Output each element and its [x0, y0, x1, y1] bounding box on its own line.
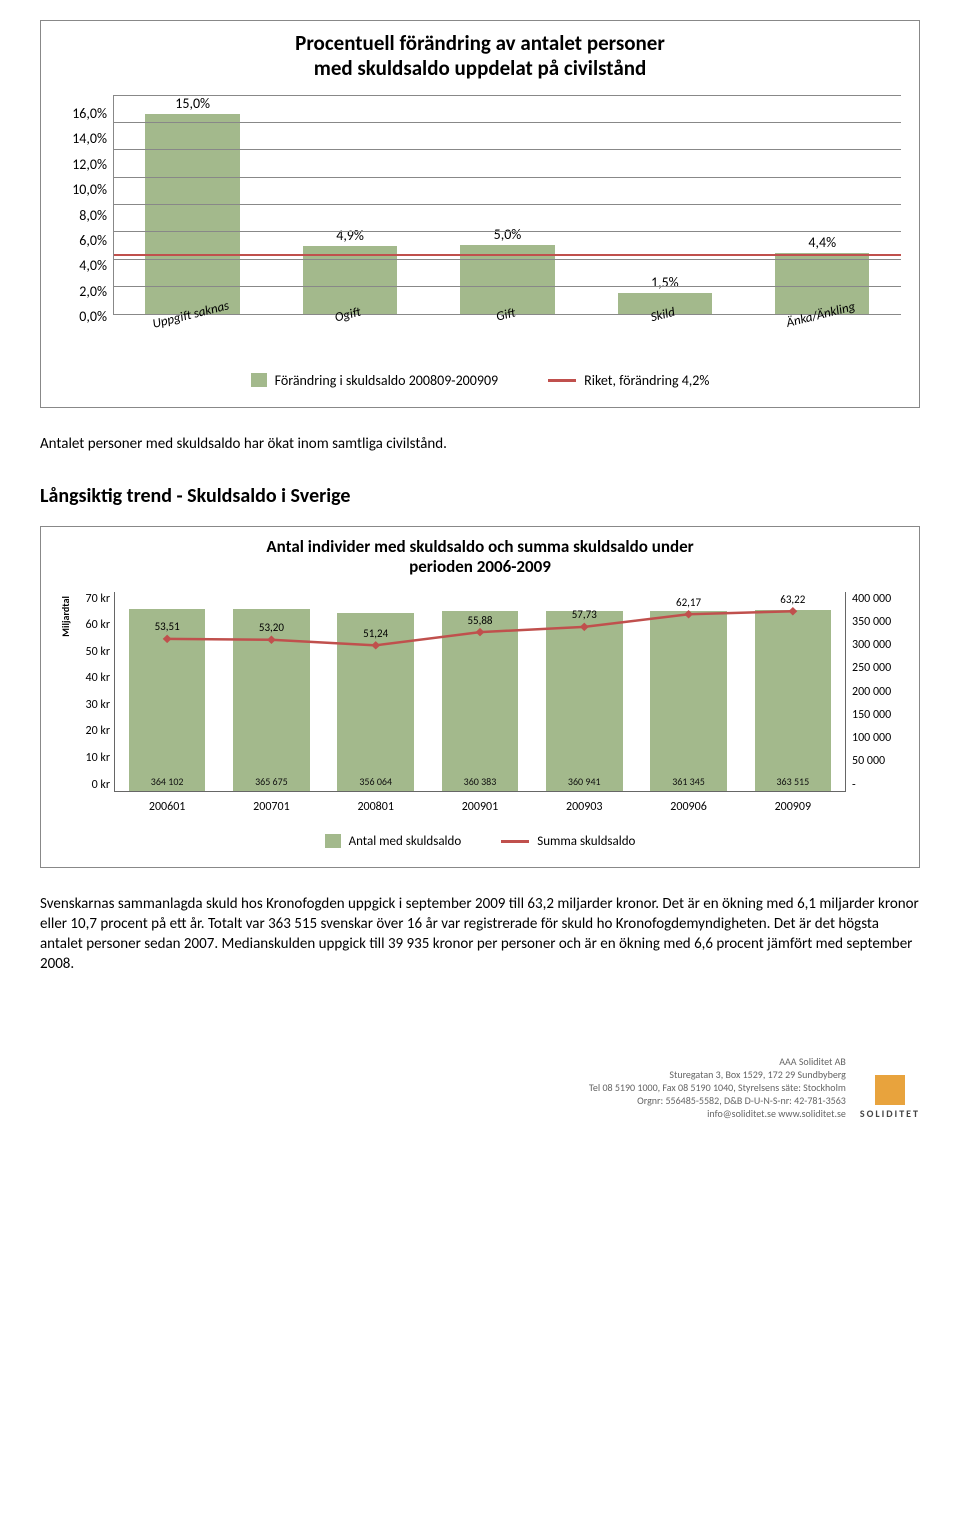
- footer-org: Orgnr: 556485-5582, D&B D-U-N-S-nr: 42-7…: [589, 1094, 846, 1107]
- chart1-ytick: 12,0%: [59, 156, 107, 173]
- legend-line-label: Riket, förändring 4,2%: [584, 372, 709, 389]
- chart1-body: 16,0% 14,0% 12,0% 10,0% 8,0% 6,0% 4,0% 2,0% 0,0%…: [59, 95, 901, 336]
- chart2-yright-tick: 50 000: [852, 754, 901, 768]
- footer-tel: Tel 08 5190 1000, Fax 08 5190 1040, Styr…: [589, 1081, 846, 1094]
- legend-line: Riket, förändring 4,2%: [548, 372, 709, 389]
- chart2-yleft-tick: 40 kr: [74, 671, 110, 685]
- chart2-xlabels: 200601 200701 200801 200901 200903 200906 2009…: [115, 800, 901, 814]
- chart1-ytick: 6,0%: [59, 232, 107, 249]
- footer-web: info@soliditet.se www.soliditet.se: [589, 1107, 846, 1120]
- chart2-xlabel: 200903: [546, 800, 623, 814]
- chart2-yleft-tick: 60 kr: [74, 618, 110, 632]
- chart2-title-line2: perioden 2006-2009: [409, 556, 551, 577]
- chart1-ytick: 10,0%: [59, 181, 107, 198]
- section-title: Långsiktig trend - Skuldsaldo i Sverige: [40, 484, 920, 508]
- legend-bar: Förändring i skuldsaldo 200809-200909: [251, 372, 499, 389]
- chart2-yright-tick: 200 000: [852, 685, 901, 699]
- chart1-ytick: 4,0%: [59, 257, 107, 274]
- chart2-yright-tick: 300 000: [852, 638, 901, 652]
- chart2-yright-tick: 150 000: [852, 708, 901, 722]
- chart2-xlabel: 200801: [337, 800, 414, 814]
- chart2-yright-tick: 250 000: [852, 661, 901, 675]
- chart1-ytick: 8,0%: [59, 207, 107, 224]
- chart1-container: Procentuell förändring av antalet person…: [40, 20, 920, 408]
- chart2-yleft-tick: 0 kr: [74, 778, 110, 792]
- chart2-yleft-tick: 20 kr: [74, 724, 110, 738]
- chart2-xlabel: 200901: [442, 800, 519, 814]
- chart1-trendline: [114, 254, 901, 257]
- legend2-bar-label: Antal med skuldsaldo: [349, 834, 462, 849]
- chart1-ytick: 2,0%: [59, 283, 107, 300]
- chart2-yright-tick: -: [852, 778, 901, 792]
- footer-text-block: AAA Soliditet AB Sturegatan 3, Box 1529,…: [589, 1055, 846, 1120]
- chart2-xlabel: 200906: [650, 800, 727, 814]
- legend2-line-label: Summa skuldsaldo: [537, 834, 635, 849]
- chart1-bar-value-label: 4,4%: [808, 234, 836, 251]
- legend-bar-label: Förändring i skuldsaldo 200809-200909: [275, 372, 499, 389]
- paragraph-1: Antalet personer med skuldsaldo har ökat…: [40, 434, 920, 454]
- chart1-plot-wrap: 15,0% 4,9% 5,0% 1,5% 4,4% Uppgift saknasOgif…: [113, 95, 901, 336]
- chart1-ytick: 14,0%: [59, 130, 107, 147]
- legend2-bar: Antal med skuldsaldo: [325, 834, 462, 849]
- chart1-yaxis: 16,0% 14,0% 12,0% 10,0% 8,0% 6,0% 4,0% 2,0% 0,0%: [59, 105, 113, 325]
- swatch-bar-icon: [251, 373, 267, 387]
- chart2-row: Miljardtal 70 kr 60 kr 50 kr 40 kr 30 kr 20 k…: [59, 592, 901, 792]
- chart2-yleft-label: Miljardtal: [59, 596, 72, 637]
- chart2-title-line1: Antal individer med skuldsaldo och summa…: [266, 536, 693, 557]
- chart2-xlabel: 200601: [129, 800, 206, 814]
- legend2-line: Summa skuldsaldo: [501, 834, 635, 849]
- chart1-yaxis-wrap: 16,0% 14,0% 12,0% 10,0% 8,0% 6,0% 4,0% 2,0% 0,0%: [59, 95, 113, 336]
- footer-addr: Sturegatan 3, Box 1529, 172 29 Sundbyber…: [589, 1068, 846, 1081]
- chart1-title-line1: Procentuell förändring av antalet person…: [295, 30, 665, 56]
- footer-company: AAA Soliditet AB: [589, 1055, 846, 1068]
- chart1-bar: [145, 114, 239, 314]
- chart2-yleft-tick: 30 kr: [74, 698, 110, 712]
- chart2-container: Antal individer med skuldsaldo och summa…: [40, 526, 920, 868]
- chart2-legend: Antal med skuldsaldo Summa skuldsaldo: [59, 834, 901, 849]
- chart2-yleft: 70 kr 60 kr 50 kr 40 kr 30 kr 20 kr 10 kr 0 kr: [74, 592, 114, 792]
- page-footer: AAA Soliditet AB Sturegatan 3, Box 1529,…: [40, 1055, 920, 1120]
- chart1-bar-value-label: 5,0%: [494, 226, 522, 243]
- chart1-plot: 15,0% 4,9% 5,0% 1,5% 4,4%: [113, 95, 901, 315]
- swatch-line-icon: [501, 840, 529, 843]
- chart2-trendline: [115, 592, 845, 791]
- paragraph-2: Svenskarnas sammanlagda skuld hos Kronof…: [40, 894, 920, 975]
- chart1-bar-value-label: 1,5%: [651, 274, 679, 291]
- logo-square-icon: [875, 1075, 905, 1105]
- chart2-yright: 400 000 350 000 300 000 250 000 200 000 150 0…: [845, 592, 901, 792]
- chart1-bar-value-label: 4,9%: [336, 227, 364, 244]
- chart2-title: Antal individer med skuldsaldo och summa…: [59, 537, 901, 578]
- footer-logo: SOLIDITET: [860, 1075, 920, 1120]
- swatch-line-icon: [548, 379, 576, 382]
- logo-text: SOLIDITET: [860, 1107, 920, 1120]
- chart1-legend: Förändring i skuldsaldo 200809-200909 Ri…: [59, 372, 901, 389]
- chart2-xlabel: 200909: [755, 800, 832, 814]
- chart2-yleft-tick: 70 kr: [74, 592, 110, 606]
- chart1-ytick: 0,0%: [59, 308, 107, 325]
- chart1-bar-value-label: 15,0%: [175, 95, 210, 112]
- chart1-title-line2: med skuldsaldo uppdelat på civilstånd: [314, 55, 646, 81]
- chart2-yleft-tick: 10 kr: [74, 751, 110, 765]
- swatch-bar-icon: [325, 834, 341, 848]
- chart1-xlabels: Uppgift saknasOgiftGiftSkildÄnka/Änkling: [113, 319, 901, 334]
- chart2-plot: 53,51364 10253,20365 67551,24356 06455,8…: [114, 592, 845, 792]
- chart2-yright-tick: 400 000: [852, 592, 901, 606]
- chart2-yright-tick: 100 000: [852, 731, 901, 745]
- chart1-title: Procentuell förändring av antalet person…: [59, 31, 901, 81]
- chart2-yright-tick: 350 000: [852, 615, 901, 629]
- chart2-xlabel: 200701: [233, 800, 310, 814]
- chart2-yleft-tick: 50 kr: [74, 645, 110, 659]
- chart1-ytick: 16,0%: [59, 105, 107, 122]
